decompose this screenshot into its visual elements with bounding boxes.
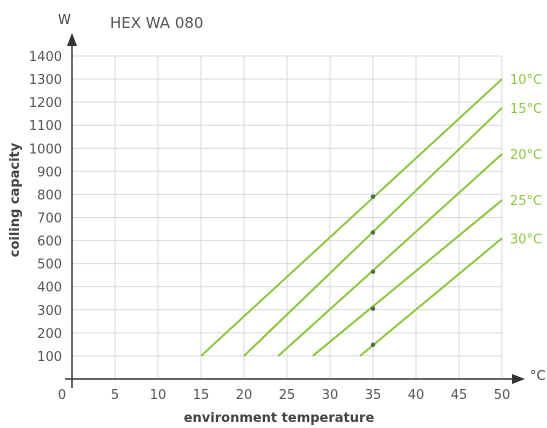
x-tick-label: 30 [322,388,339,403]
y-tick-label: 300 [37,304,62,319]
y-tick-label: 400 [37,281,62,296]
chart-title: HEX WA 080 [110,14,203,32]
x-axis-title: environment temperature [184,411,375,426]
series-marker [370,269,376,274]
series-labels: 10°C 15°C 20°C 25°C 30°C [510,73,542,247]
y-tick-label: 1300 [29,73,62,88]
y-unit-label: W [58,13,71,28]
series-marker [370,230,376,235]
x-tick-label: 40 [408,388,425,403]
x-tick-labels: 0 5 10 15 20 25 30 35 40 45 50 [58,388,510,403]
x-tick-label: 20 [236,388,253,403]
series-label: 20°C [510,148,542,163]
series-label: 10°C [510,73,542,88]
x-tick-label: 0 [58,388,66,403]
series-label: 15°C [510,102,542,117]
y-axis-arrow [67,33,77,46]
y-tick-label: 1100 [29,119,62,134]
series-label: 25°C [510,194,542,209]
y-tick-label: 700 [37,212,62,227]
series-marker [370,306,376,311]
series-line [277,153,503,357]
series-marker [370,342,376,348]
series-line [359,237,503,357]
x-tick-label: 50 [494,388,511,403]
y-axis-title: coiling capacity [8,142,23,257]
x-tick-label: 5 [111,388,119,403]
y-tick-label: 100 [37,350,62,365]
series-marker [370,194,376,199]
x-unit-label: °C [530,369,546,384]
x-axis-arrow [512,374,525,384]
x-tick-label: 15 [193,388,210,403]
x-tick-label: 35 [365,388,382,403]
y-tick-label: 200 [37,327,62,342]
x-tick-label: 25 [279,388,296,403]
series-markers [370,194,376,348]
y-tick-label: 900 [37,165,62,180]
grid [72,55,503,379]
y-tick-label: 600 [37,235,62,250]
y-tick-labels: 100 200 300 400 500 600 700 800 900 1000 1100 1200 1… [29,50,62,365]
y-tick-label: 800 [37,188,62,203]
series-line [312,199,503,357]
y-tick-label: 500 [37,258,62,273]
axes [65,33,525,388]
x-tick-label: 45 [451,388,468,403]
y-tick-label: 1000 [29,142,62,157]
series-line [200,78,503,357]
x-tick-label: 10 [150,388,167,403]
y-tick-label: 1200 [29,96,62,111]
y-tick-label: 1400 [29,50,62,65]
series-label: 30°C [510,232,542,247]
